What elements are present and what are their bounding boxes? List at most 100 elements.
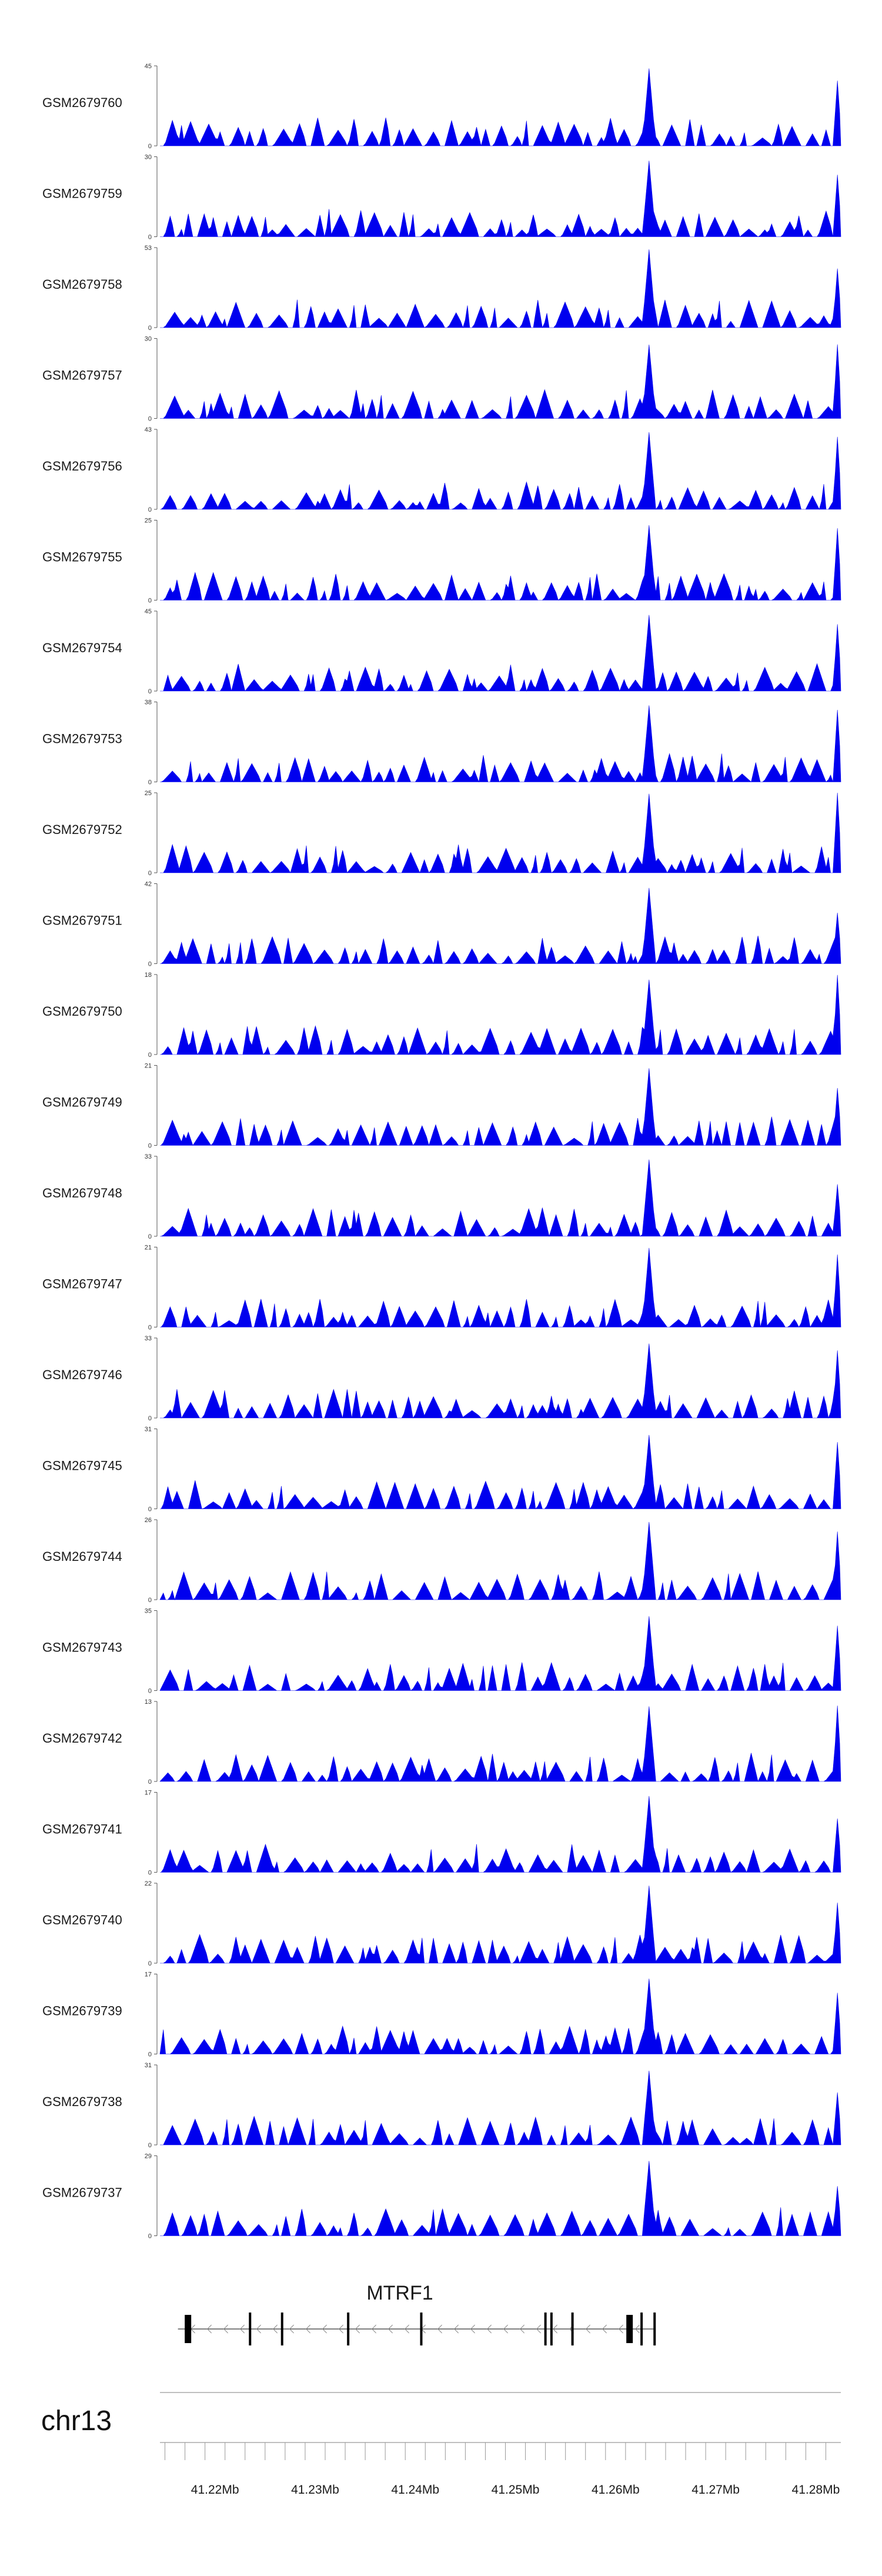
track-label: GSM2679759 bbox=[42, 186, 122, 201]
track-ymax-label: 45 bbox=[145, 63, 152, 70]
track-ymax-label: 22 bbox=[145, 1880, 152, 1887]
track-ymin-label: 0 bbox=[148, 1324, 152, 1332]
track-GSM2679738: GSM2679738 31 0 bbox=[42, 2062, 841, 2149]
coverage-area bbox=[160, 975, 841, 1056]
track-ymax-label: 21 bbox=[145, 1244, 152, 1252]
strand-arrow bbox=[272, 2324, 278, 2334]
track-label: GSM2679745 bbox=[42, 1459, 122, 1473]
track-label: GSM2679758 bbox=[42, 277, 122, 292]
track-label: GSM2679746 bbox=[42, 1367, 122, 1382]
track-ymax-label: 53 bbox=[145, 245, 152, 252]
track-label: GSM2679760 bbox=[42, 95, 122, 110]
coverage-tracks: GSM2679760450GSM2679759300GSM2679758530G… bbox=[42, 63, 841, 2240]
track-ymin-label: 0 bbox=[148, 1506, 152, 1513]
strand-arrow bbox=[585, 2324, 591, 2334]
track-GSM2679755: GSM2679755 25 0 bbox=[42, 518, 841, 605]
exon bbox=[347, 2313, 350, 2345]
track-ymin-label: 0 bbox=[148, 143, 152, 150]
strand-arrow bbox=[338, 2324, 344, 2334]
track-GSM2679741: GSM2679741 17 0 bbox=[42, 1790, 841, 1877]
track-GSM2679737: GSM2679737 29 0 bbox=[42, 2153, 841, 2240]
coverage-area bbox=[160, 2161, 841, 2237]
track-ymin-label: 0 bbox=[148, 1143, 152, 1150]
track-ymin-label: 0 bbox=[148, 688, 152, 695]
track-ymax-label: 25 bbox=[145, 518, 152, 525]
track-ymin-label: 0 bbox=[148, 325, 152, 332]
track-ymin-label: 0 bbox=[148, 2142, 152, 2149]
track-ymax-label: 25 bbox=[145, 790, 152, 797]
track-ymax-label: 31 bbox=[145, 1426, 152, 1433]
track-ymin-label: 0 bbox=[148, 506, 152, 513]
track-ymax-label: 33 bbox=[145, 1335, 152, 1342]
track-label: GSM2679743 bbox=[42, 1640, 122, 1655]
track-ymin-label: 0 bbox=[148, 1778, 152, 1786]
track-GSM2679746: GSM2679746 33 0 bbox=[42, 1335, 841, 1422]
track-ymin-label: 0 bbox=[148, 1597, 152, 1604]
track-ymin-label: 0 bbox=[148, 1870, 152, 1877]
track-GSM2679758: GSM2679758 53 0 bbox=[42, 245, 841, 332]
track-ymax-label: 43 bbox=[145, 426, 152, 433]
exon bbox=[640, 2313, 643, 2345]
track-label: GSM2679748 bbox=[42, 1186, 122, 1200]
coverage-area bbox=[160, 705, 841, 783]
track-GSM2679751: GSM2679751 42 0 bbox=[42, 881, 841, 968]
strand-arrow bbox=[552, 2324, 558, 2334]
axis-tick-label: 41.26Mb bbox=[592, 2483, 640, 2497]
track-GSM2679757: GSM2679757 30 0 bbox=[42, 336, 841, 423]
track-ymax-label: 33 bbox=[145, 1153, 152, 1160]
exon bbox=[653, 2313, 656, 2345]
coverage-area bbox=[160, 432, 841, 510]
track-label: GSM2679742 bbox=[42, 1731, 122, 1746]
track-GSM2679760: GSM2679760 45 0 bbox=[42, 63, 841, 150]
strand-arrow bbox=[223, 2324, 229, 2334]
axis-tick-label: 41.25Mb bbox=[492, 2483, 540, 2497]
track-ymax-label: 42 bbox=[145, 881, 152, 888]
track-ymax-label: 21 bbox=[145, 1063, 152, 1070]
exon bbox=[550, 2313, 553, 2345]
strand-arrow bbox=[256, 2324, 262, 2334]
track-GSM2679739: GSM2679739 17 0 bbox=[42, 1971, 841, 2058]
exon bbox=[185, 2315, 192, 2343]
track-ymin-label: 0 bbox=[148, 2233, 152, 2240]
strand-arrow bbox=[519, 2324, 525, 2334]
coverage-area bbox=[160, 1068, 841, 1146]
track-ymin-label: 0 bbox=[148, 870, 152, 877]
coverage-area bbox=[160, 68, 841, 147]
track-ymin-label: 0 bbox=[148, 961, 152, 968]
track-GSM2679759: GSM2679759 30 0 bbox=[42, 154, 841, 241]
track-ymin-label: 0 bbox=[148, 1233, 152, 1240]
track-ymin-label: 0 bbox=[148, 1415, 152, 1422]
strand-arrow bbox=[618, 2324, 624, 2334]
track-ymax-label: 31 bbox=[145, 2062, 152, 2069]
track-label: GSM2679749 bbox=[42, 1095, 122, 1110]
track-ymin-label: 0 bbox=[148, 234, 152, 241]
strand-arrow bbox=[404, 2324, 410, 2334]
coverage-area bbox=[160, 1796, 841, 1873]
track-ymax-label: 30 bbox=[145, 154, 152, 161]
coverage-area bbox=[160, 1247, 841, 1328]
track-label: GSM2679747 bbox=[42, 1277, 122, 1292]
strand-arrow bbox=[355, 2324, 360, 2334]
coverage-area bbox=[159, 1978, 841, 2055]
track-label: GSM2679744 bbox=[42, 1549, 122, 1564]
strand-arrow bbox=[206, 2324, 212, 2334]
exon bbox=[544, 2313, 547, 2345]
strand-arrow bbox=[503, 2324, 509, 2334]
strand-arrow bbox=[602, 2324, 607, 2334]
strand-arrow bbox=[289, 2324, 295, 2334]
track-label: GSM2679739 bbox=[42, 2004, 122, 2018]
coverage-area bbox=[160, 2070, 841, 2146]
track-ymin-label: 0 bbox=[148, 1688, 152, 1695]
coverage-area bbox=[159, 1521, 841, 1601]
track-label: GSM2679754 bbox=[42, 640, 122, 655]
track-label: GSM2679751 bbox=[42, 913, 122, 928]
strand-arrow bbox=[470, 2324, 476, 2334]
track-GSM2679756: GSM2679756 43 0 bbox=[42, 426, 841, 513]
strand-arrow bbox=[387, 2324, 393, 2334]
gene-model: MTRF1 bbox=[178, 2282, 656, 2345]
coverage-area bbox=[159, 1706, 841, 1783]
axis-tick-label: 41.24Mb bbox=[391, 2483, 439, 2497]
track-GSM2679749: GSM2679749 21 0 bbox=[42, 1063, 841, 1150]
coverage-area bbox=[160, 792, 841, 873]
